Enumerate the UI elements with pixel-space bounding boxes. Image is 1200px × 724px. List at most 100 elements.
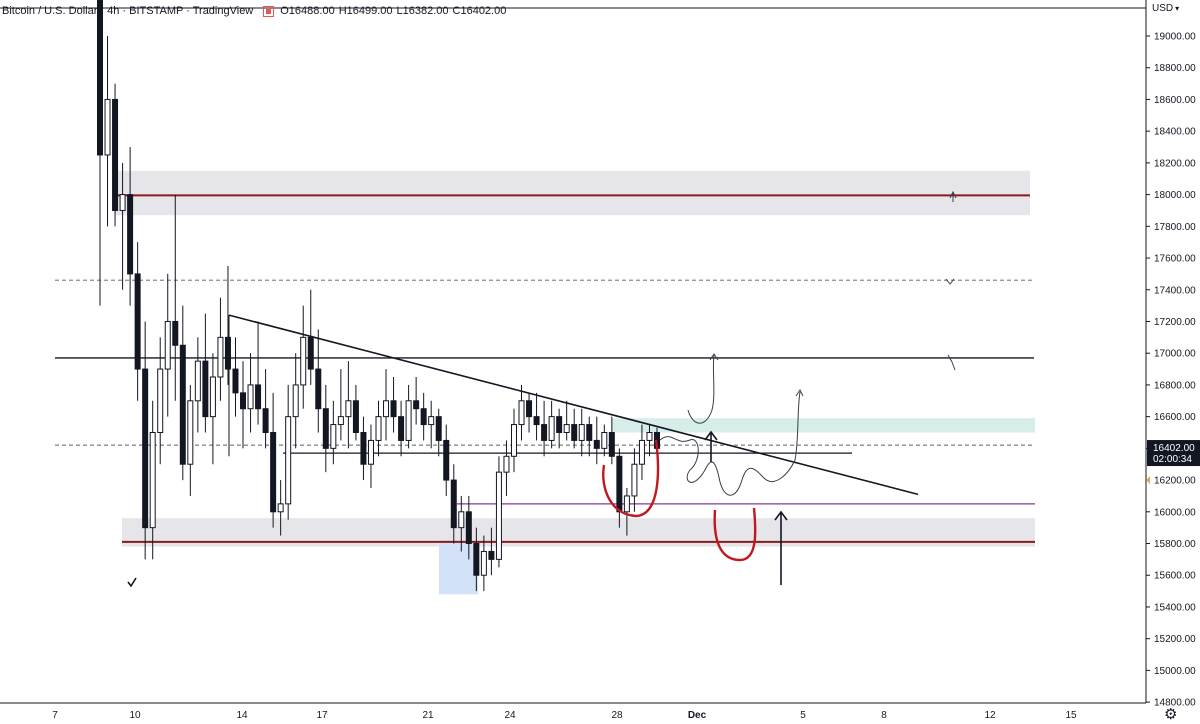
candle-body (563, 424, 570, 434)
price-tick-label: 18200.00 (1154, 158, 1196, 169)
candle-body (398, 416, 405, 441)
candle (503, 440, 510, 496)
price-tick-label: 14800.00 (1154, 698, 1196, 709)
candle (443, 424, 450, 496)
candle-body (322, 408, 329, 449)
candle (631, 448, 638, 512)
projected-path-up (687, 354, 715, 424)
arrow-tip-right (795, 389, 804, 397)
candle (383, 369, 390, 441)
candle (119, 162, 126, 290)
candle (270, 392, 277, 528)
candle (315, 329, 322, 433)
candle (450, 464, 457, 544)
zone-gray (115, 170, 1030, 216)
up-arrow-left (704, 430, 718, 462)
candle-body (413, 400, 420, 410)
candle (495, 456, 502, 568)
ohlc-close: C16402.00 (452, 5, 507, 17)
candle (240, 361, 247, 449)
candle (616, 448, 623, 528)
candle (187, 384, 194, 496)
check-mark (127, 577, 137, 588)
candle-body (179, 344, 186, 465)
candle (330, 400, 337, 465)
candle-body (473, 543, 480, 576)
candle-body (224, 336, 231, 370)
candle-body (435, 416, 442, 441)
tick-mark (945, 278, 955, 285)
price-tick-label: 17600.00 (1154, 254, 1196, 265)
candle (638, 424, 645, 481)
candle (157, 337, 164, 465)
candle-body (285, 416, 292, 505)
price-tick-label: 17200.00 (1154, 317, 1196, 328)
candle-body (405, 400, 412, 441)
price-tick-label: 17000.00 (1154, 349, 1196, 360)
zone-teal (612, 418, 1035, 433)
projected-path (659, 391, 801, 496)
candle-body (428, 416, 435, 426)
candle (217, 297, 224, 401)
candle-body (616, 455, 623, 513)
candle-body (526, 400, 533, 418)
candle-body (97, 0, 103, 156)
candle (142, 321, 149, 560)
candle (480, 535, 487, 592)
candle-body (142, 368, 149, 529)
candle (458, 495, 465, 552)
candle (285, 384, 292, 520)
candle-body (240, 392, 247, 410)
candle-body (315, 368, 322, 410)
price-tick-label: 17800.00 (1154, 222, 1196, 233)
candle (526, 392, 533, 433)
candle (405, 384, 412, 449)
candle (428, 400, 435, 449)
candle (360, 416, 367, 481)
candle (473, 527, 480, 592)
symbol-title[interactable]: Bitcoin / U.S. Dollar · 4h · BITSTAMP · … (2, 5, 254, 17)
candle (262, 369, 269, 449)
candle (172, 194, 179, 401)
candle-body (638, 439, 645, 465)
candle-body (232, 368, 239, 394)
candle (563, 400, 570, 441)
candle (533, 392, 540, 441)
candle-body (495, 471, 502, 560)
candle-body (209, 376, 216, 418)
currency-label: USD (1152, 3, 1174, 14)
price-tick-label: 16600.00 (1154, 412, 1196, 423)
price-tick-label: 15600.00 (1154, 571, 1196, 582)
time-tick-label: 17 (316, 710, 328, 721)
candle-body (510, 424, 517, 457)
currency-selector[interactable]: USD ▾ (1152, 3, 1179, 14)
candle-body (164, 320, 171, 370)
candle-body (367, 439, 374, 465)
red-curve-left (602, 439, 660, 518)
time-tick-label: Dec (688, 710, 707, 721)
candle-body (390, 400, 397, 418)
red-curve-right (713, 507, 757, 562)
candle-body (503, 455, 510, 473)
ohlc-low: L16382.00 (396, 5, 449, 17)
candle-body (578, 424, 585, 441)
countdown-label: 02:00:34 (1153, 454, 1192, 465)
candle (601, 424, 608, 457)
candle-body (375, 416, 382, 441)
price-zones (115, 170, 1035, 595)
tick-mark (949, 190, 957, 202)
candle (593, 416, 600, 465)
price-tick-label: 18600.00 (1154, 95, 1196, 106)
price-tick-label: 18400.00 (1154, 127, 1196, 138)
candle (232, 337, 239, 417)
gear-icon[interactable]: ⚙ (1164, 706, 1178, 723)
candle-body (337, 416, 344, 426)
candle (322, 384, 329, 473)
candle (127, 147, 134, 306)
up-arrow-right (774, 510, 788, 585)
price-tick-label: 18800.00 (1154, 63, 1196, 74)
last-price-badge (1147, 440, 1200, 467)
candle-body (134, 273, 141, 370)
candle-body (533, 416, 540, 426)
